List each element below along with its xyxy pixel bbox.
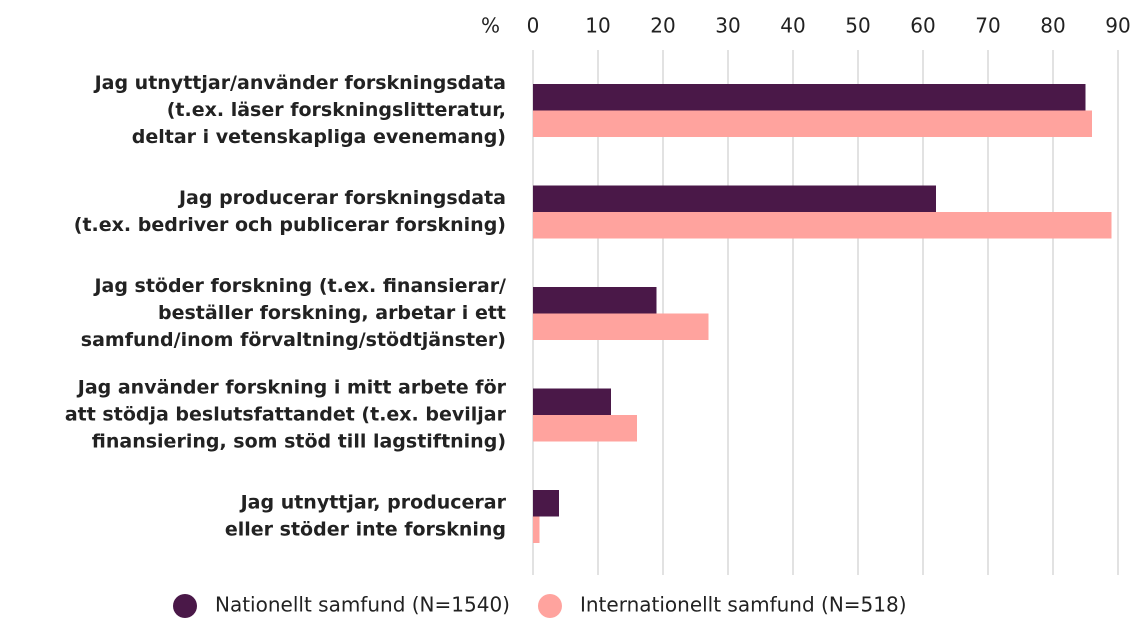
y-tick-label: (t.ex. bedriver och publicerar forskning…	[74, 214, 506, 236]
bar	[533, 388, 611, 415]
y-tick-label: att stödja beslutsfattandet (t.ex. bevil…	[65, 404, 507, 426]
y-tick-label: deltar i vetenskapliga evenemang)	[132, 126, 506, 148]
bar	[533, 516, 540, 543]
x-tick-label: 20	[650, 14, 675, 38]
y-tick-label: (t.ex. läser forskningslitteratur,	[167, 99, 506, 121]
y-tick-label: Jag stöder forskning (t.ex. finansierar/	[92, 275, 506, 297]
y-tick-label: finansiering, som stöd till lagstiftning…	[92, 431, 506, 453]
bar	[533, 110, 1092, 137]
y-tick-label: Jag producerar forskningsdata	[177, 187, 506, 209]
legend-marker	[173, 594, 197, 618]
x-tick-label: 0	[527, 14, 540, 38]
x-tick-label: 10	[585, 14, 610, 38]
y-tick-label: eller stöder inte forskning	[225, 519, 506, 541]
x-axis-label: %	[481, 14, 500, 38]
y-tick-label: Jag utnyttjar, producerar	[239, 492, 507, 514]
x-tick-label: 30	[715, 14, 740, 38]
bar	[533, 185, 936, 212]
x-tick-label: 70	[975, 14, 1000, 38]
x-tick-label: 40	[780, 14, 805, 38]
y-tick-label: beställer forskning, arbetar i ett	[158, 302, 506, 324]
x-tick-label: 80	[1040, 14, 1065, 38]
y-tick-label: Jag använder forskning i mitt arbete för	[76, 377, 507, 399]
legend-label: Nationellt samfund (N=1540)	[215, 593, 510, 617]
x-tick-label: 50	[845, 14, 870, 38]
bar	[533, 490, 559, 517]
y-tick-label: samfund/inom förvaltning/stödtjänster)	[81, 329, 506, 351]
bar	[533, 415, 637, 442]
legend-label: Internationellt samfund (N=518)	[580, 593, 907, 617]
bar	[533, 84, 1086, 111]
x-tick-label: 60	[910, 14, 935, 38]
bar	[533, 287, 657, 314]
x-tick-label: 90	[1105, 14, 1130, 38]
legend-marker	[537, 594, 562, 618]
bar	[533, 212, 1112, 239]
bar	[533, 313, 709, 340]
y-tick-label: Jag utnyttjar/använder forskningsdata	[93, 72, 506, 94]
